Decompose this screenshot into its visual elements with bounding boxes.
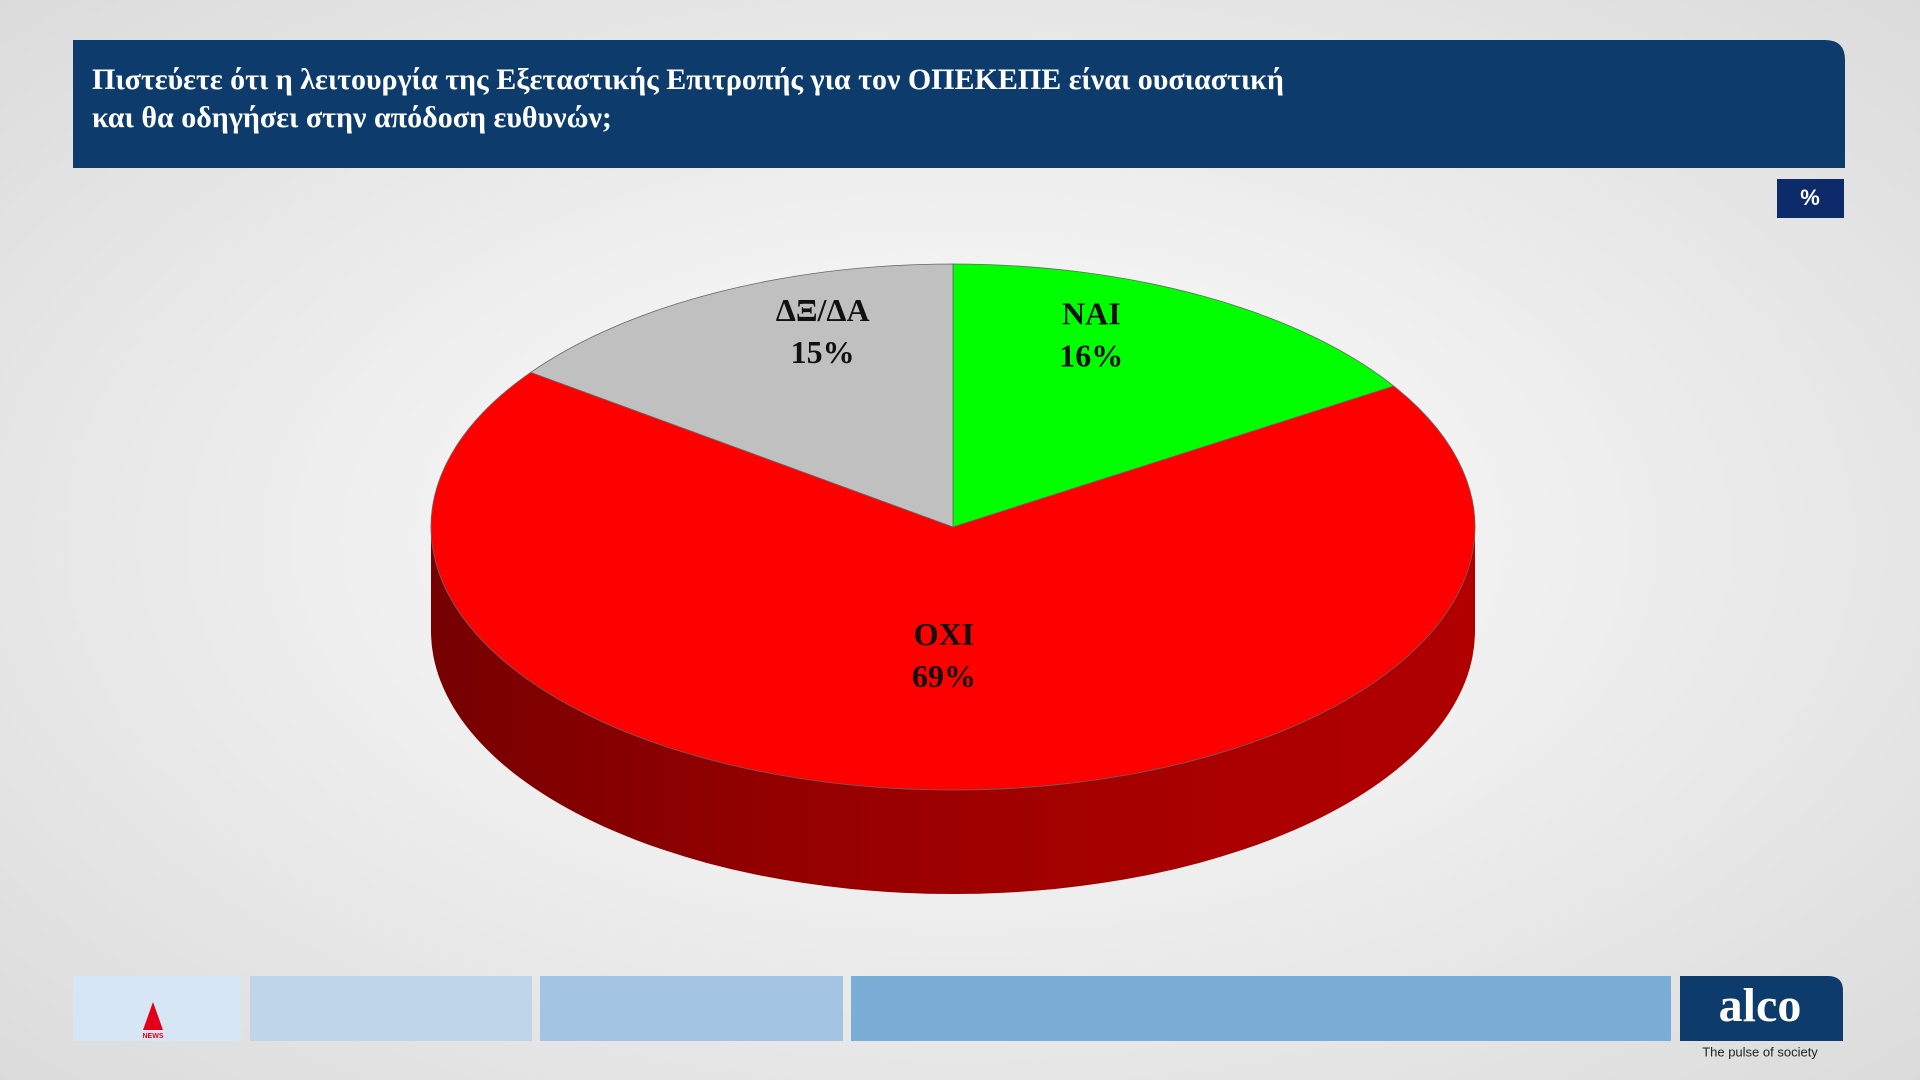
- unit-box: [1777, 179, 1844, 218]
- slice-label: ΔΞ/ΔΑ: [776, 292, 870, 328]
- value-label: 69%: [912, 658, 976, 694]
- slice-label: ΟΧΙ: [914, 616, 974, 652]
- pie: ΝΑΙ 16% ΟΧΙ 69% ΔΞ/ΔΑ 15%: [430, 263, 1476, 894]
- slice-label: ΝΑΙ: [1062, 295, 1121, 331]
- unit-label: %: [1800, 185, 1820, 210]
- slice: [430, 371, 1476, 791]
- value-label: 15%: [791, 334, 855, 370]
- title-band: [73, 40, 1845, 168]
- tagline: The pulse of society: [1702, 1044, 1818, 1059]
- chart-title: Πιστεύετε ότι η λειτουργία της Εξεταστικ…: [92, 63, 1284, 96]
- logo-box: [1680, 976, 1843, 1041]
- chart-title: και θα οδηγήσει στην απόδοση ευθυνών;: [92, 101, 612, 134]
- news-badge: NEWS: [143, 1033, 164, 1040]
- footer-box: [851, 976, 1671, 1041]
- footer-box: [73, 976, 241, 1041]
- footer-box: [540, 976, 843, 1041]
- news-logo: [143, 1002, 163, 1030]
- slice-side-shade: [431, 527, 1475, 894]
- slice: [529, 263, 954, 528]
- value-label: 16%: [1059, 337, 1123, 373]
- logo: alco: [1719, 979, 1802, 1032]
- footer-box: [250, 976, 532, 1041]
- slice: [952, 263, 1395, 528]
